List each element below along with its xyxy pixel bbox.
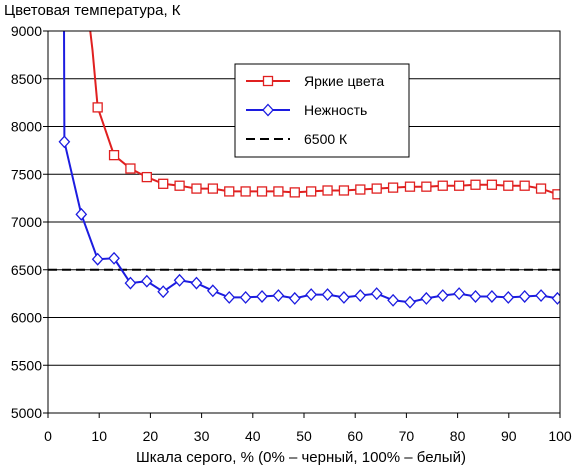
data-point: [486, 290, 498, 303]
data-point: [453, 180, 465, 191]
data-point: [206, 284, 219, 298]
data-point: [240, 186, 251, 197]
x-tick-label: 10: [91, 428, 107, 444]
x-axis-title: Шкала серого, % (0% – черный, 100% – бел…: [136, 449, 466, 466]
data-point: [469, 290, 482, 303]
data-point: [453, 287, 466, 301]
data-point: [239, 290, 252, 304]
data-point: [322, 185, 333, 196]
data-point: [223, 290, 236, 304]
data-point: [552, 189, 560, 200]
y-tick-label: 5000: [11, 405, 42, 421]
legend-marker: [262, 103, 274, 117]
data-point: [207, 183, 219, 194]
data-point: [108, 251, 120, 265]
legend-entry: 6500 К: [246, 131, 348, 147]
data-point: [224, 186, 235, 197]
data-point: [420, 291, 433, 305]
data-point: [371, 183, 382, 194]
series-bright-colors: [89, 31, 560, 200]
data-point: [404, 295, 416, 309]
data-point: [436, 289, 449, 303]
series-layer: [58, 31, 560, 309]
data-point: [58, 135, 71, 149]
legend-label: Яркие цвета: [304, 73, 384, 89]
data-point: [518, 290, 531, 303]
y-axis-title: Цветовая температура, К: [4, 2, 181, 19]
x-tick-label: 60: [347, 428, 363, 444]
data-point: [470, 179, 481, 190]
data-point: [273, 186, 284, 197]
data-point: [338, 185, 350, 196]
data-point: [519, 180, 530, 191]
data-point: [92, 102, 103, 113]
y-tick-label: 8000: [11, 119, 42, 135]
y-tick-label: 8500: [11, 71, 42, 87]
data-point: [256, 290, 268, 303]
data-point: [305, 288, 318, 302]
data-point: [272, 289, 285, 303]
data-point: [486, 179, 498, 190]
data-point: [502, 290, 515, 304]
data-point: [551, 291, 560, 305]
data-point: [91, 252, 104, 266]
x-tick-label: 20: [143, 428, 159, 444]
legend-entry: Нежность: [246, 102, 367, 118]
data-point: [289, 187, 300, 198]
data-point: [256, 186, 268, 197]
series-tenderness: [58, 31, 560, 309]
data-point: [157, 285, 170, 299]
legend-entry: Яркие цвета: [246, 73, 384, 89]
data-point: [140, 274, 153, 288]
y-tick-label: 6000: [11, 310, 42, 326]
data-point: [75, 207, 88, 221]
data-point: [421, 181, 432, 192]
legend-label: 6500 К: [304, 131, 348, 147]
x-tick-label: 70: [399, 428, 415, 444]
data-point: [404, 181, 416, 192]
legend: Яркие цвета Нежность 6500 К: [234, 63, 410, 158]
data-point: [191, 183, 202, 194]
legend-label: Нежность: [304, 102, 367, 118]
data-point: [387, 293, 399, 307]
x-tick-label: 90: [501, 428, 517, 444]
x-axis-ticks: 0 10 20 30 40 50 60 70 80 90 100: [44, 413, 572, 444]
data-point: [503, 180, 514, 191]
x-tick-label: 50: [296, 428, 312, 444]
y-tick-label: 9000: [11, 23, 42, 39]
y-tick-label: 7500: [11, 166, 42, 182]
data-point: [306, 186, 317, 197]
data-point: [321, 288, 334, 302]
data-point: [354, 289, 367, 303]
x-tick-label: 80: [450, 428, 466, 444]
data-point: [338, 290, 350, 304]
data-point: [355, 184, 366, 195]
data-point: [535, 183, 547, 194]
data-point: [173, 273, 186, 287]
data-point: [190, 276, 203, 290]
data-point: [141, 171, 152, 183]
x-tick-label: 0: [44, 428, 52, 444]
x-tick-label: 100: [548, 428, 572, 444]
data-point: [387, 182, 399, 193]
data-point: [125, 163, 136, 174]
y-tick-label: 7000: [11, 214, 42, 230]
data-point: [174, 180, 185, 191]
data-point: [437, 180, 448, 191]
data-point: [158, 178, 169, 189]
legend-marker: [262, 75, 274, 87]
data-point: [288, 291, 301, 305]
y-tick-label: 5500: [11, 357, 42, 373]
data-point: [535, 289, 547, 303]
y-axis-ticks: 5000 5500 6000 6500 7000 7500 8000 8500 9000: [11, 23, 48, 421]
data-point: [108, 149, 120, 161]
x-tick-label: 30: [194, 428, 210, 444]
data-point: [124, 276, 137, 290]
data-point: [370, 287, 383, 301]
x-tick-label: 40: [245, 428, 261, 444]
y-tick-label: 6500: [11, 262, 42, 278]
